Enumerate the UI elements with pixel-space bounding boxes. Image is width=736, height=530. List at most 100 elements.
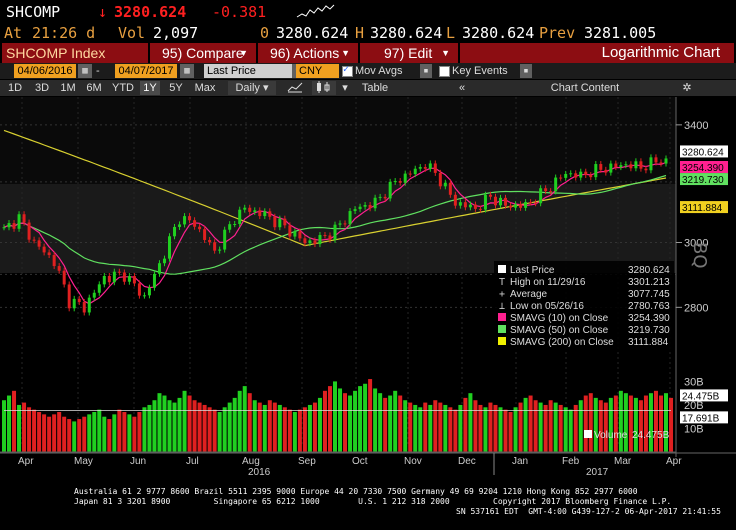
volume-bar [483,407,488,452]
volume-bar [618,390,623,452]
period-bar: 1D 3D 1M 6M YTD 1Y 5Y Max Daily ▾ ▾ Table « Cha… [0,80,736,96]
candle-body [117,271,121,273]
candle-body [529,202,533,204]
volume-bar [307,404,312,452]
volume-bar [227,402,232,452]
settings-icon[interactable]: ▪ [520,64,532,78]
candle-body [107,275,111,283]
period-1m[interactable]: 1M [60,82,76,94]
edit-button[interactable]: 97) Edit ▼ [360,43,458,63]
start-date-field[interactable]: 04/06/2016 [14,64,76,78]
volume-bar [648,393,653,452]
volume-bar [192,400,197,452]
candle-body [168,236,171,259]
price-chart[interactable]: 3400 3000 2800 30B 20B 10B Apr May Jun Jul Aug Se… [0,97,736,483]
candle-body [644,168,648,171]
period-max[interactable]: Max [194,82,216,94]
key-events-checkbox[interactable] [439,66,450,77]
collapse-left-icon[interactable]: « [458,82,466,94]
volume-bar [438,402,443,452]
candle-body [278,218,282,228]
period-ytd[interactable]: YTD [112,82,134,94]
volume-bar [92,412,97,452]
legend-label: SMAVG (10) on Close [510,313,609,324]
volume-bar [628,395,633,452]
calendar-icon[interactable]: ▦ [78,64,92,78]
frequency-selector[interactable]: Daily ▾ [228,81,276,95]
volume-bar [177,397,182,452]
security-field[interactable]: SHCOMP Index [2,43,148,63]
candle-body [388,181,392,199]
candle-body [323,235,327,237]
volume-bar [593,397,598,452]
candle-body [67,284,71,309]
end-date-field[interactable]: 04/07/2017 [115,64,177,78]
actions-button[interactable]: 96) Actions ▼ [258,43,358,63]
chart-content-button[interactable]: Chart Content [540,81,630,95]
month-label: Jul [186,456,199,467]
period-1d[interactable]: 1D [7,82,23,94]
candle-body [313,240,317,245]
volume-bar [122,412,127,452]
volume-bar [413,404,418,452]
chevron-down-icon: ▼ [341,48,350,58]
volume-bar [453,409,458,452]
actions-label: 96) Actions [270,45,340,61]
volume-bar [658,395,663,452]
volume-bar [333,381,337,452]
volume-bar [563,407,568,452]
chevron-down-icon[interactable]: ▾ [342,82,348,94]
settings-icon[interactable]: ▪ [420,64,432,78]
year-label: 2017 [586,467,609,478]
candle-body [102,275,106,285]
volume-bar [57,412,62,452]
month-label: Jan [512,456,528,467]
calendar-icon[interactable]: ▦ [180,64,194,78]
volume-bar [368,379,373,452]
month-label: Oct [352,456,368,467]
candle-body [157,263,161,274]
legend-value: 3077.745 [628,289,670,300]
currency-selector[interactable]: CNY [296,64,339,78]
period-5y[interactable]: 5Y [169,82,183,94]
legend-value: 2780.763 [628,301,670,312]
compare-button[interactable]: 95) Compare ▼ [150,43,256,63]
candle-body [333,224,337,240]
volume-bar [423,402,428,452]
volume-bar [217,412,222,452]
candle-body [579,171,583,178]
volume-bar [47,416,52,452]
volume-bar [112,414,117,452]
line-chart-icon[interactable] [286,81,304,95]
candle-body [594,164,598,178]
volume-bar [498,407,503,452]
legend-value: 3280.624 [628,265,670,276]
period-1y[interactable]: 1Y [140,81,160,95]
legend-label: SMAVG (50) on Close [510,325,609,336]
volume-bar [287,409,292,452]
sma50-tag: 3219.730 [682,175,724,186]
candle-chart-icon[interactable] [312,81,336,95]
candle-body [193,220,197,227]
candle-body [97,284,101,293]
candle-body [418,167,422,169]
volume-bar [252,400,257,452]
volume-bar [428,404,433,452]
period-3d[interactable]: 3D [34,82,50,94]
gear-icon[interactable]: ✲ [682,82,692,94]
volume-bar [338,388,343,452]
candle-body [263,211,267,217]
mov-avgs-checkbox[interactable]: ✓ [342,64,353,77]
legend-label: Average [510,289,548,300]
volume-bar [633,397,638,452]
period-6m[interactable]: 6M [86,82,102,94]
table-button[interactable]: Table [358,81,392,95]
volume-tick-label: 30B [684,376,704,388]
candle-body [243,207,247,210]
volume-bar [503,409,508,452]
volume-bar [202,404,207,452]
volume-bar [32,409,37,452]
candle-body [183,216,187,225]
field-selector[interactable]: Last Price [204,64,293,78]
candle-body [423,167,427,169]
